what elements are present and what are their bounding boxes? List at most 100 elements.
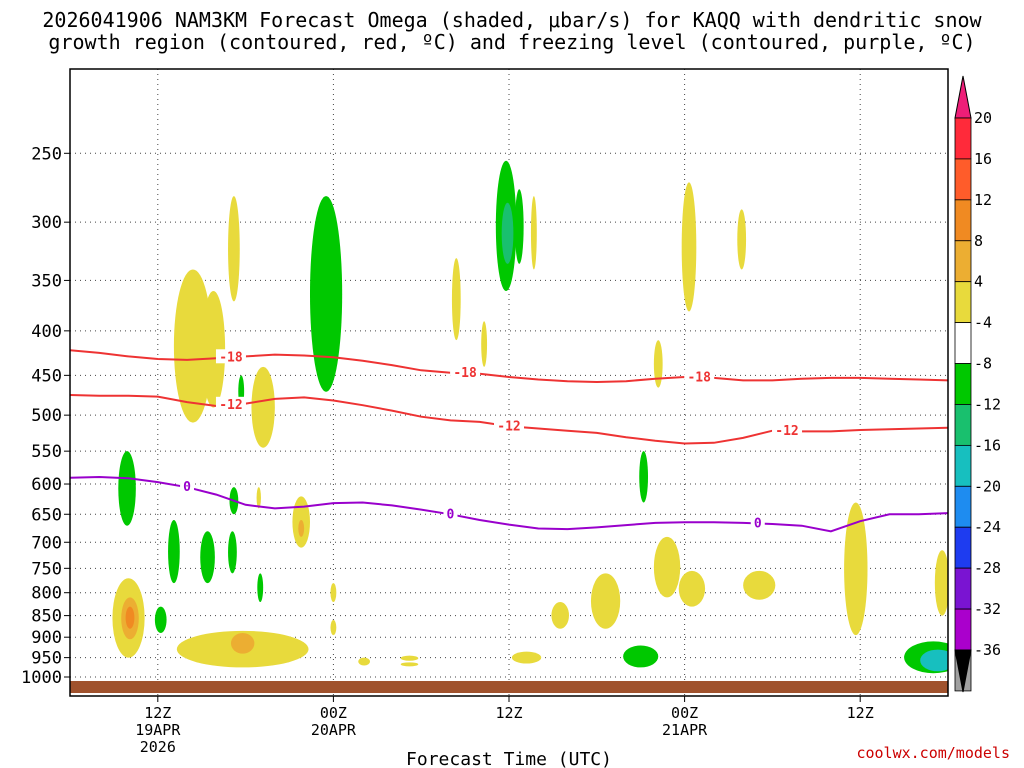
omega-region-2: [168, 520, 180, 584]
omega-region-28: [330, 583, 337, 603]
omega-region-36: [511, 651, 542, 664]
colorbar-segment-10: [954, 526, 972, 569]
y-tick-label-550: 550: [31, 442, 62, 462]
omega-region-26: [298, 520, 305, 537]
colorbar-label-6: -8: [974, 355, 992, 373]
contour-label: -12: [219, 398, 242, 413]
y-tick-label-800: 800: [31, 584, 62, 604]
contour-label-bg: [215, 396, 246, 411]
colorbar-label-0: 20: [974, 109, 992, 127]
omega-region-19: [173, 269, 212, 423]
y-tick-label-850: 850: [31, 607, 62, 627]
colorbar-bottom-arrow: [954, 649, 972, 693]
omega-region-33: [451, 258, 461, 341]
contour-label: -12: [775, 424, 798, 439]
y-tick-label-1000: 1000: [21, 668, 62, 688]
omega-region-18: [125, 606, 135, 629]
x-axis-title: Forecast Time (UTC): [406, 749, 612, 768]
omega-colorbar: 20 16 12 8 4 -4 -8 -12 -16 -20 -24 -28 -32 -36: [954, 75, 1001, 693]
x-tick-label: 19APR: [135, 721, 181, 739]
omega-region-40: [678, 570, 706, 607]
chart-title-line-1: 2026041906 NAM3KM Forecast Omega (shaded…: [42, 8, 982, 32]
omega-region-45: [844, 502, 868, 636]
y-tick-label-950: 950: [31, 649, 62, 669]
contour-label-bg: [215, 349, 246, 364]
chart-title-line-2: growth region (contoured, red, ºC) and f…: [48, 30, 976, 54]
omega-region-35: [530, 196, 537, 270]
omega-region-1: [154, 606, 167, 633]
source-credit: coolwx.com/models: [856, 744, 1010, 762]
omega-region-4: [228, 531, 237, 574]
contour-label-bg: [684, 369, 715, 384]
colorbar-label-11: -28: [974, 559, 1001, 577]
omega-region-6: [257, 573, 264, 603]
omega-region-39: [653, 536, 681, 598]
contour-label-bg: [494, 418, 524, 433]
colorbar-label-12: -32: [974, 600, 1001, 618]
y-tick-label-400: 400: [31, 322, 62, 342]
omega-region-32: [400, 662, 419, 667]
y-tick-label-450: 450: [31, 366, 62, 386]
contour-label: -18: [687, 370, 711, 385]
contour-label: -12: [497, 419, 520, 434]
y-tick-label-600: 600: [31, 475, 62, 495]
colorbar-segment-12: [954, 608, 972, 651]
contour-label: 0: [754, 516, 762, 531]
y-tick-label-900: 900: [31, 628, 62, 648]
omega-region-43: [737, 209, 747, 270]
omega-region-30: [358, 657, 370, 666]
colorbar-segment-4: [954, 281, 972, 324]
colorbar-segment-7: [954, 404, 972, 446]
omega-region-22: [251, 366, 275, 448]
omega-region-20: [201, 291, 226, 408]
omega-region-15: [920, 649, 948, 672]
x-tick-label: 2026: [140, 738, 176, 756]
colorbar-segment-1: [954, 158, 972, 201]
ground-layer: [70, 681, 948, 693]
colorbar-label-9: -20: [974, 477, 1001, 495]
omega-region-13: [623, 645, 659, 668]
omega-region-29: [330, 620, 337, 636]
colorbar-label-5: -4: [974, 314, 992, 332]
colorbar-label-1: 16: [974, 150, 992, 168]
x-tick-label: 00Z: [320, 704, 347, 722]
omega-region-24: [230, 632, 255, 654]
colorbar-segment-6: [954, 363, 972, 405]
omega-region-34: [481, 321, 488, 367]
x-tick-label: 20APR: [311, 721, 357, 739]
omega-region-38: [590, 573, 621, 629]
colorbar-segment-8: [954, 444, 972, 487]
y-tick-label-650: 650: [31, 505, 62, 525]
x-tick-label: 12Z: [144, 704, 171, 722]
colorbar-label-2: 12: [974, 191, 992, 209]
contour-label-bg: [750, 515, 765, 530]
colorbar-segment-9: [954, 485, 972, 528]
omega-region-41: [653, 340, 663, 388]
y-tick-label-350: 350: [31, 271, 62, 291]
omega-region-37: [551, 602, 569, 629]
colorbar-segment-3: [954, 240, 972, 283]
omega-region-3: [200, 531, 215, 584]
temperature-contours: -18 -18 -18 -12 -12 -12 0 0 0: [70, 349, 948, 533]
contour-label: -18: [219, 350, 243, 365]
omega-region-0: [118, 451, 136, 526]
colorbar-segment-5: [954, 322, 972, 364]
omega-region-44: [743, 570, 776, 600]
y-tick-label-700: 700: [31, 533, 62, 553]
x-tick-label: 12Z: [495, 704, 522, 722]
colorbar-segment-0: [954, 117, 972, 160]
omega-region-8: [309, 196, 343, 392]
omega-region-46: [934, 550, 948, 616]
contour-label: 0: [183, 480, 191, 495]
contour-label-bg: [443, 506, 458, 521]
omega-region-42: [681, 182, 697, 312]
colorbar-label-4: 4: [974, 273, 983, 291]
contour-label: -18: [453, 366, 477, 381]
y-tick-label-750: 750: [31, 559, 62, 579]
colorbar-segment-2: [954, 199, 972, 242]
omega-region-21: [228, 196, 240, 302]
y-axis-labels: 2503003504004505005506006507007508008509…: [21, 144, 70, 688]
contour-line-0: [70, 475, 948, 533]
